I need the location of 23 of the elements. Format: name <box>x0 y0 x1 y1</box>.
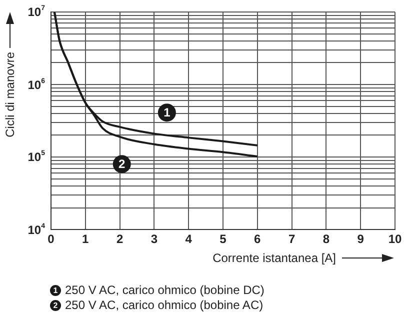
y-tick-label: 10$^{4}$ <box>28 222 45 237</box>
x-tick-label: 4 <box>185 232 192 246</box>
text: 2 <box>53 301 58 310</box>
legend-label: 250 V AC, carico ohmico (bobine AC) <box>65 298 264 313</box>
y-tick-label: 10$^{5}$ <box>28 150 45 164</box>
x-tick-label: 5 <box>220 232 227 246</box>
legend-label: 250 V AC, carico ohmico (bobine DC) <box>65 283 264 298</box>
x-tick-label: 8 <box>322 232 330 246</box>
x-axis-title: Corrente istantanea [A] <box>212 251 336 265</box>
x-tick-label: 7 <box>288 232 296 246</box>
annotation: 1 <box>164 105 171 120</box>
y-axis-title: Cicli di manovre <box>3 52 17 138</box>
x-tick-label: 9 <box>357 232 364 246</box>
x-tick-label: 10 <box>388 232 402 246</box>
x-tick-label: 1 <box>82 232 90 246</box>
text: 1 <box>53 286 58 295</box>
annotation: 2 <box>118 156 126 171</box>
y-tick-label: 10$^{7}$ <box>28 5 45 19</box>
x-tick-label: 0 <box>48 232 55 246</box>
x-tick-label: 6 <box>254 232 262 246</box>
x-tick-label: 3 <box>150 232 158 246</box>
x-tick-label: 2 <box>116 232 124 246</box>
y-tick-label: 10$^{6}$ <box>28 78 45 92</box>
